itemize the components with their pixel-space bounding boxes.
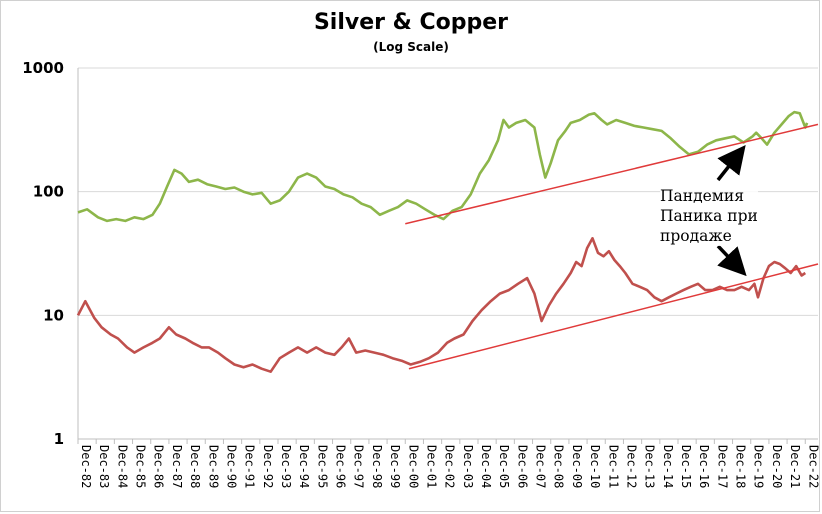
x-tick-label: Dec-95 xyxy=(315,445,329,488)
y-tick-labels: 1 10 100 1000 xyxy=(22,59,64,448)
x-tick-label: Dec-92 xyxy=(261,445,275,488)
y-tick-label: 1000 xyxy=(22,59,64,77)
x-tick-label: Dec-88 xyxy=(188,445,202,488)
y-tick-label: 1 xyxy=(54,430,64,448)
series-lines xyxy=(76,110,809,374)
x-tick-label: Dec-90 xyxy=(224,445,238,488)
x-tick-label: Dec-16 xyxy=(697,445,711,488)
x-tick-label: Dec-18 xyxy=(734,445,748,488)
x-tick-label: Dec-08 xyxy=(552,445,566,488)
x-tick-label: Dec-83 xyxy=(97,445,111,488)
x-tick-label: Dec-94 xyxy=(297,445,311,488)
pandemic-annotation: Пандемия Паника при продаже xyxy=(660,186,758,246)
series-line-green xyxy=(77,110,809,223)
x-tick-label: Dec-00 xyxy=(406,445,420,488)
x-tick-label: Dec-03 xyxy=(461,445,475,488)
x-tick-label: Dec-09 xyxy=(570,445,584,488)
x-tick-label: Dec-21 xyxy=(788,445,802,488)
x-tick-label: Dec-87 xyxy=(170,445,184,488)
chart-title: Silver & Copper xyxy=(313,10,509,35)
x-tick-label: Dec-12 xyxy=(624,445,638,488)
annotation-arrows xyxy=(716,145,747,277)
x-tick-labels: Dec-82 Dec-83 Dec-84 Dec-85 Dec-86 Dec-87 Dec-… xyxy=(77,439,820,488)
x-tick-label: Dec-05 xyxy=(497,445,511,488)
annotation-arrow-lower xyxy=(716,244,747,277)
x-tick-label: Dec-89 xyxy=(206,445,220,488)
x-tick-label: Dec-20 xyxy=(770,445,784,488)
x-tick-label: Dec-02 xyxy=(443,445,457,488)
x-tick-label: Dec-07 xyxy=(534,445,548,488)
trendlines xyxy=(405,123,819,370)
x-tick-label: Dec-82 xyxy=(79,445,93,488)
x-tick-label: Dec-11 xyxy=(606,445,620,488)
x-tick-label: Dec-15 xyxy=(679,445,693,488)
x-tick-label: Dec-13 xyxy=(643,445,657,488)
x-tick-label: Dec-96 xyxy=(334,445,348,488)
x-tick-label: Dec-06 xyxy=(515,445,529,488)
x-tick-label: Dec-19 xyxy=(752,445,766,488)
axes xyxy=(77,68,818,440)
x-tick-label: Dec-10 xyxy=(588,445,602,488)
annotation-line-2: Паника при xyxy=(660,207,758,225)
series-line-red xyxy=(76,237,807,374)
chart-subtitle: (Log Scale) xyxy=(373,40,449,54)
annotation-line-1: Пандемия xyxy=(660,187,744,205)
x-tick-label: Dec-17 xyxy=(715,445,729,488)
x-tick-label: Dec-04 xyxy=(479,445,493,488)
x-tick-label: Dec-99 xyxy=(388,445,402,488)
y-tick-label: 10 xyxy=(43,306,64,324)
x-tick-label: Dec-22 xyxy=(806,445,820,488)
y-tick-label: 100 xyxy=(33,183,64,201)
x-tick-label: Dec-91 xyxy=(243,445,257,488)
x-tick-label: Dec-01 xyxy=(424,445,438,488)
trendline-2 xyxy=(408,263,819,370)
annotation-arrow-upper xyxy=(716,145,746,182)
annotation-line-3: продаже xyxy=(660,227,732,245)
x-tick-label: Dec-14 xyxy=(661,445,675,488)
x-tick-label: Dec-93 xyxy=(279,445,293,488)
x-tick-label: Dec-98 xyxy=(370,445,384,488)
x-tick-label: Dec-97 xyxy=(352,445,366,488)
x-tick-label: Dec-85 xyxy=(134,445,148,488)
x-tick-label: Dec-86 xyxy=(152,445,166,488)
x-tick-label: Dec-84 xyxy=(115,445,129,488)
trendline-1 xyxy=(405,123,819,225)
